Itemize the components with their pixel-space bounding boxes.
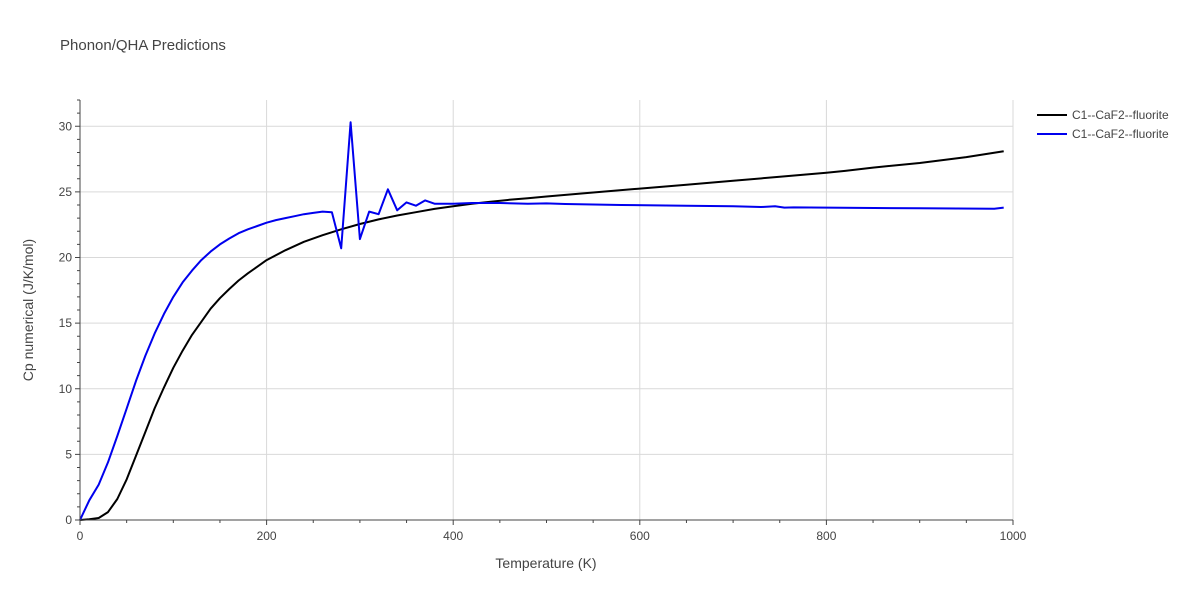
y-tick-label: 25	[59, 185, 73, 199]
x-tick-label: 1000	[1000, 529, 1027, 543]
y-tick-label: 10	[59, 382, 73, 396]
chart-title: Phonon/QHA Predictions	[60, 37, 226, 54]
series-group	[79, 121, 1004, 521]
x-ticks: 0 200 400 600 800 1000	[77, 529, 1027, 543]
x-tick-label: 200	[257, 529, 277, 543]
y-tick-label: 0	[65, 513, 72, 527]
y-tick-label: 20	[59, 251, 73, 265]
series-line	[79, 121, 1004, 521]
x-tick-label: 800	[816, 529, 836, 543]
x-tick-label: 600	[630, 529, 650, 543]
legend-item[interactable]: C1--CaF2--fluorite	[1037, 108, 1169, 122]
y-axis-title: Cp numerical (J/K/mol)	[20, 239, 36, 381]
legend-label: C1--CaF2--fluorite	[1072, 108, 1169, 122]
axes	[75, 99, 1014, 525]
x-axis-title: Temperature (K)	[495, 555, 596, 571]
legend-label: C1--CaF2--fluorite	[1072, 127, 1169, 141]
series-line	[79, 150, 1004, 521]
legend-item[interactable]: C1--CaF2--fluorite	[1037, 127, 1169, 141]
series-0	[79, 150, 1004, 521]
x-tick-label: 0	[77, 529, 84, 543]
y-tick-label: 15	[59, 316, 73, 330]
y-ticks: 0 5 10 15 20 25 30	[59, 119, 73, 527]
x-tick-label: 400	[443, 529, 463, 543]
y-grid	[80, 125, 1013, 455]
legend[interactable]: C1--CaF2--fluorite C1--CaF2--fluorite	[1037, 108, 1169, 141]
x-grid	[266, 100, 1014, 520]
y-tick-label: 30	[59, 119, 73, 133]
series-1	[79, 121, 1004, 521]
y-tick-label: 5	[65, 447, 72, 461]
